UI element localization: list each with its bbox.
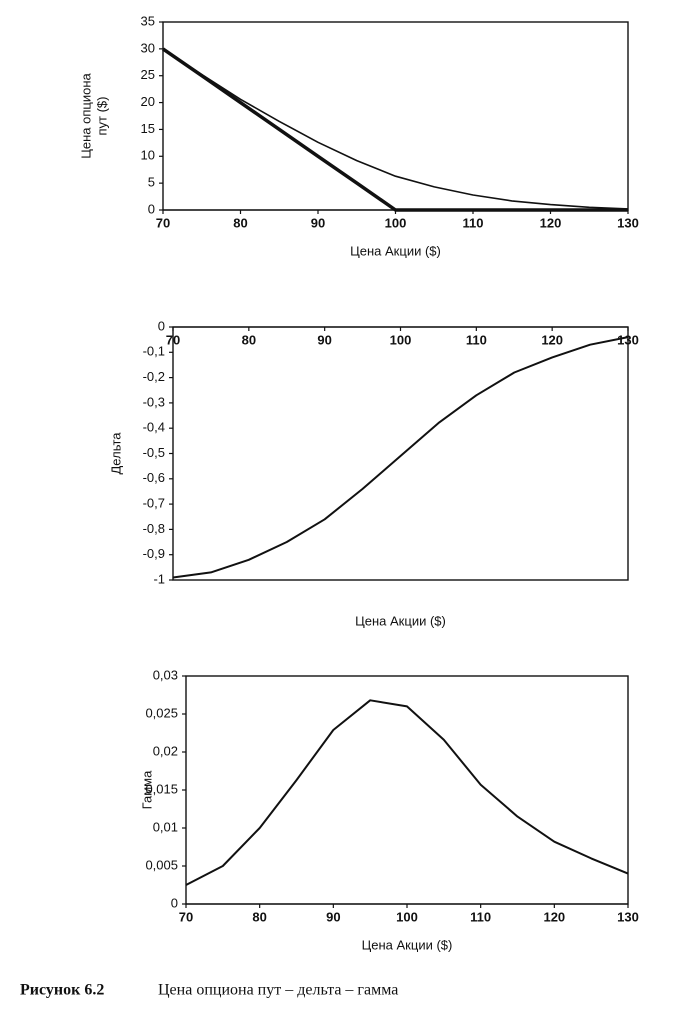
x-tick-label: 100 xyxy=(390,332,412,347)
x-tick-label: 110 xyxy=(466,332,487,347)
y-axis-label: пут ($) xyxy=(94,97,109,136)
x-tick-label: 110 xyxy=(470,909,491,924)
series-line xyxy=(172,336,629,579)
x-tick-label: 70 xyxy=(156,215,170,230)
series-line xyxy=(162,48,629,210)
x-tick-label: 90 xyxy=(317,332,331,347)
x-tick-label: 120 xyxy=(541,332,563,347)
x-tick-label: 80 xyxy=(233,215,247,230)
x-tick-label: 100 xyxy=(396,909,418,924)
y-tick-label: -0,4 xyxy=(143,420,165,435)
y-tick-label: 0 xyxy=(158,318,165,333)
y-tick-label: -0,7 xyxy=(143,496,165,511)
y-tick-label: -0,2 xyxy=(143,369,165,384)
x-axis-label: Цена Акции ($) xyxy=(362,937,453,952)
y-tick-label: 20 xyxy=(141,94,155,109)
caption-text: Цена опциона пут – дельта – гамма xyxy=(158,982,398,999)
x-tick-label: 80 xyxy=(242,332,256,347)
y-tick-label: -0,9 xyxy=(143,546,165,561)
y-tick-label: 0 xyxy=(171,895,178,910)
x-tick-label: 100 xyxy=(385,215,407,230)
x-tick-label: 130 xyxy=(617,332,639,347)
x-tick-label: 120 xyxy=(540,215,562,230)
y-tick-label: -1 xyxy=(153,571,165,586)
y-tick-label: -0,5 xyxy=(143,445,165,460)
x-tick-label: 70 xyxy=(179,909,193,924)
x-axis-label: Цена Акции ($) xyxy=(350,243,441,258)
y-tick-label: 0,005 xyxy=(145,857,178,872)
series-line xyxy=(162,47,628,212)
x-tick-label: 70 xyxy=(166,332,180,347)
y-tick-label: 30 xyxy=(141,40,155,55)
y-tick-label: 0,015 xyxy=(145,781,178,796)
plot-frame xyxy=(162,21,629,211)
plot-frame xyxy=(185,675,629,905)
caption-number: Рисунок 6.2 xyxy=(20,982,104,999)
y-tick-label: 0 xyxy=(148,201,155,216)
y-tick-label: 15 xyxy=(141,121,155,136)
x-tick-label: 90 xyxy=(326,909,340,924)
x-tick-label: 90 xyxy=(311,215,325,230)
x-tick-label: 110 xyxy=(463,215,484,230)
y-tick-label: 0,03 xyxy=(153,667,178,682)
y-axis-label: Дельта xyxy=(108,432,123,475)
y-tick-label: -0,6 xyxy=(143,470,165,485)
x-tick-label: 120 xyxy=(543,909,565,924)
y-axis-label: Гамма xyxy=(139,770,154,809)
y-tick-label: -0,3 xyxy=(143,394,165,409)
y-tick-label: 5 xyxy=(148,175,155,190)
y-tick-label: 35 xyxy=(141,13,155,28)
x-axis-label: Цена Акции ($) xyxy=(355,613,446,628)
y-tick-label: 25 xyxy=(141,67,155,82)
x-tick-label: 130 xyxy=(617,909,639,924)
y-tick-label: 10 xyxy=(141,148,155,163)
y-tick-label: -0,8 xyxy=(143,521,165,536)
y-tick-label: 0,02 xyxy=(153,743,178,758)
y-tick-label: 0,01 xyxy=(153,819,178,834)
x-tick-label: 130 xyxy=(617,215,639,230)
plot-frame xyxy=(172,326,629,581)
series-line xyxy=(185,699,629,886)
x-tick-label: 80 xyxy=(252,909,266,924)
y-tick-label: -0,1 xyxy=(143,344,165,359)
y-tick-label: 0,025 xyxy=(145,705,178,720)
y-axis-label: Цена опциона xyxy=(78,72,93,158)
